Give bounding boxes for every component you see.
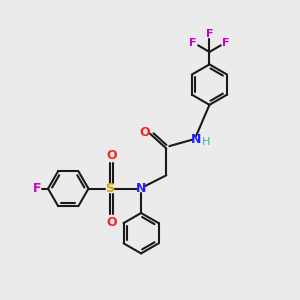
Text: S: S bbox=[105, 182, 114, 195]
Text: F: F bbox=[32, 182, 41, 195]
Text: F: F bbox=[222, 38, 230, 48]
Text: O: O bbox=[106, 148, 117, 162]
Text: N: N bbox=[136, 182, 146, 195]
Text: F: F bbox=[189, 38, 196, 48]
Text: O: O bbox=[139, 126, 150, 139]
Text: F: F bbox=[206, 29, 213, 39]
Text: O: O bbox=[106, 216, 117, 229]
Text: N: N bbox=[191, 133, 201, 146]
Text: H: H bbox=[202, 137, 211, 147]
